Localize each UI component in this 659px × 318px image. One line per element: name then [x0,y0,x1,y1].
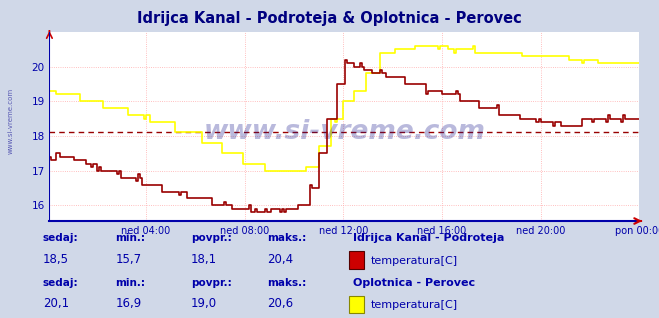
Text: temperatura[C]: temperatura[C] [370,256,457,266]
Text: 20,6: 20,6 [267,297,293,310]
Text: 19,0: 19,0 [191,297,217,310]
Text: maks.:: maks.: [267,233,306,243]
Text: www.si-vreme.com: www.si-vreme.com [8,88,14,154]
Text: 15,7: 15,7 [115,252,142,266]
Text: 16,9: 16,9 [115,297,142,310]
Text: 18,1: 18,1 [191,252,217,266]
Text: sedaj:: sedaj: [43,233,78,243]
Text: sedaj:: sedaj: [43,278,78,288]
Text: www.si-vreme.com: www.si-vreme.com [204,119,485,145]
Text: Idrijca Kanal - Podroteja: Idrijca Kanal - Podroteja [353,233,504,243]
Text: povpr.:: povpr.: [191,278,232,288]
Text: Oplotnica - Perovec: Oplotnica - Perovec [353,278,474,288]
Text: Idrijca Kanal - Podroteja & Oplotnica - Perovec: Idrijca Kanal - Podroteja & Oplotnica - … [137,11,522,26]
Text: temperatura[C]: temperatura[C] [370,300,457,310]
Text: maks.:: maks.: [267,278,306,288]
Text: 18,5: 18,5 [43,252,69,266]
Text: min.:: min.: [115,233,146,243]
Text: 20,4: 20,4 [267,252,293,266]
Text: min.:: min.: [115,278,146,288]
Text: povpr.:: povpr.: [191,233,232,243]
Text: 20,1: 20,1 [43,297,69,310]
